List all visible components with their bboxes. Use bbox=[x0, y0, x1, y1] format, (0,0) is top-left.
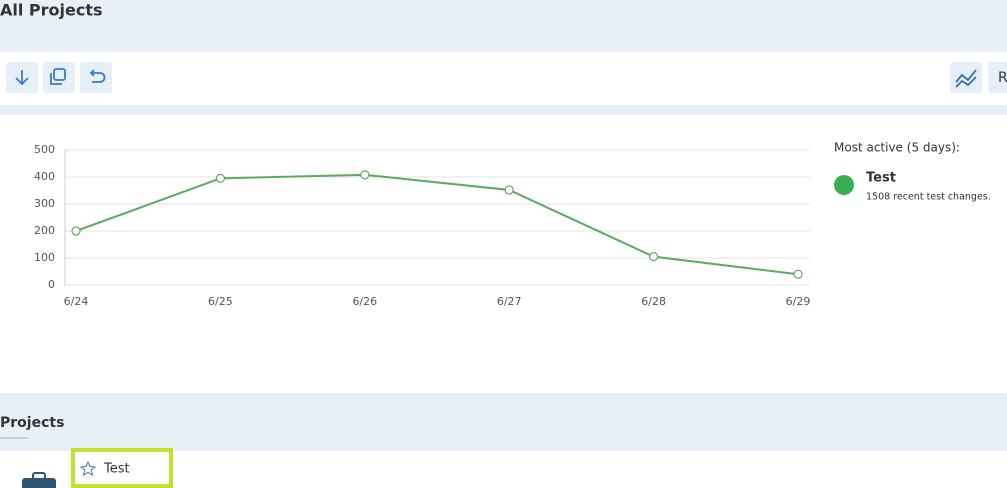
sidebar-project[interactable]: Test bbox=[866, 171, 896, 186]
sidebar-heading: Most active (5 days): bbox=[834, 141, 960, 155]
x-tick-label: 6/28 bbox=[641, 295, 666, 308]
data-point bbox=[360, 170, 370, 180]
y-tick-label: 200 bbox=[34, 224, 55, 237]
chart-toggle-button[interactable] bbox=[950, 62, 982, 93]
y-tick-label: 400 bbox=[34, 170, 55, 183]
project-name[interactable]: Test bbox=[103, 462, 130, 477]
y-tick-label: 500 bbox=[34, 143, 55, 156]
x-tick-label: 6/24 bbox=[64, 295, 89, 308]
toolbar bbox=[0, 52, 1007, 105]
section-underline bbox=[0, 437, 28, 439]
line-chart: 0 100 200 300 400 500 6/24 6/25 6/26 6/27 6/28 6/29 bbox=[34, 143, 810, 308]
project-dot bbox=[834, 175, 854, 195]
data-point bbox=[504, 185, 514, 195]
data-point bbox=[71, 226, 81, 236]
favorite-star[interactable] bbox=[79, 460, 97, 477]
data-line bbox=[75, 173, 799, 276]
download-button[interactable] bbox=[6, 62, 38, 93]
project-icon bbox=[22, 472, 56, 488]
x-tick-label: 6/25 bbox=[208, 295, 233, 308]
data-point bbox=[648, 252, 659, 262]
x-tick-label: 6/26 bbox=[352, 295, 377, 308]
y-tick-label: 300 bbox=[34, 197, 55, 210]
x-tick-label: 6/29 bbox=[786, 295, 811, 308]
page-title: All Projects bbox=[0, 1, 103, 20]
chart-panel bbox=[0, 115, 1007, 393]
right-button-label: R bbox=[998, 70, 1007, 86]
data-point bbox=[793, 269, 803, 279]
y-tick-label: 0 bbox=[48, 278, 55, 291]
section-title: Projects bbox=[0, 415, 64, 431]
copy-button[interactable] bbox=[43, 62, 75, 93]
undo-button[interactable] bbox=[80, 62, 112, 93]
data-point bbox=[215, 173, 225, 183]
right-button[interactable]: R bbox=[988, 62, 1007, 93]
y-tick-label: 100 bbox=[34, 251, 55, 264]
project-card-highlight[interactable] bbox=[71, 448, 173, 488]
x-tick-label: 6/27 bbox=[497, 295, 522, 308]
sidebar-summary: 1508 recent test changes. bbox=[866, 192, 991, 203]
